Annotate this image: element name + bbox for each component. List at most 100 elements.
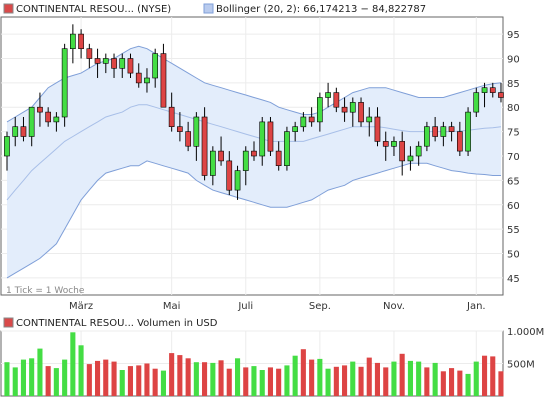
volume-bar [235, 358, 241, 396]
candle-body [4, 136, 10, 157]
y-tick-label: 85 [507, 79, 520, 90]
volume-bar [136, 365, 142, 396]
candle-body [86, 48, 93, 59]
volume-bar [45, 366, 51, 396]
volume-legend-swatch [3, 317, 14, 328]
tick-note: 1 Tick = 1 Woche [6, 286, 85, 296]
volume-bar [490, 356, 496, 396]
candle-body [498, 92, 504, 98]
candle-body [251, 150, 257, 157]
volume-bar [333, 366, 339, 397]
volume-bar [4, 362, 10, 396]
candle-body [193, 116, 200, 147]
volume-bar [284, 365, 290, 396]
candle-body [448, 126, 455, 132]
y-tick-label: 60 [507, 201, 520, 212]
candle-body [218, 150, 224, 162]
volume-bar [473, 361, 479, 396]
volume-bar [432, 362, 438, 396]
volume-bar [37, 348, 43, 396]
candle-body [456, 131, 463, 152]
volume-bar [127, 366, 133, 396]
volume-bar [342, 365, 348, 396]
volume-bar [407, 360, 413, 396]
candle-body [275, 150, 282, 167]
y-tick-label: 45 [507, 274, 520, 285]
x-tick-label: Jan. [466, 301, 486, 312]
candle-body [259, 121, 266, 157]
candle-body [284, 131, 290, 167]
candle-body [292, 126, 299, 132]
volume-bar [383, 367, 389, 396]
volume-bar [29, 358, 35, 396]
volume-bar [440, 371, 446, 396]
x-tick-label: Nov. [383, 301, 405, 312]
volume-bar [416, 361, 422, 396]
y-tick-label: 95 [507, 30, 520, 41]
volume-bar [20, 359, 26, 396]
volume-bar [152, 368, 158, 396]
volume-bar [177, 355, 183, 396]
candle-body [226, 160, 233, 191]
volume-bar [86, 364, 92, 396]
candle-body [333, 92, 340, 108]
candle-body [325, 92, 331, 98]
volume-bar [53, 368, 59, 396]
volume-bar [358, 366, 364, 397]
candle-body [234, 170, 241, 191]
volume-bar [374, 362, 380, 396]
volume-bar [243, 367, 249, 396]
volume-bar [399, 353, 405, 397]
candle-body [119, 58, 126, 69]
candle-body [415, 145, 422, 157]
candle-body [440, 126, 447, 137]
candle-body [423, 126, 430, 147]
volume-bar [218, 360, 224, 397]
candle-body [358, 102, 364, 123]
candle-body [144, 77, 150, 84]
volume-bar [226, 368, 232, 396]
y-tick-label: 75 [507, 128, 520, 139]
x-tick-label: März [69, 301, 93, 312]
volume-bar [210, 362, 216, 396]
volume-bar [12, 367, 18, 396]
bollinger-legend-label: Bollinger (20, 2): 66,174213 − 84,822787 [216, 4, 426, 15]
volume-bar [457, 370, 463, 396]
y-tick-label: 80 [507, 103, 520, 114]
volume-bar [111, 361, 117, 396]
candle-body [111, 58, 117, 69]
volume-bar [95, 360, 101, 396]
candle-body [53, 116, 60, 123]
volume-bar [350, 361, 356, 396]
y-tick-label: 65 [507, 176, 520, 187]
volume-bar [449, 368, 455, 396]
volume-bar [78, 345, 84, 396]
volume-bar [160, 370, 166, 396]
volume-bar [119, 370, 125, 396]
candle-body [168, 106, 175, 127]
candle-body [465, 111, 471, 152]
x-tick-label: Sep. [309, 301, 331, 312]
candle-body [135, 72, 142, 84]
candle-body [12, 126, 19, 137]
candle-body [316, 97, 323, 123]
volume-bar [391, 361, 397, 396]
volume-bar [366, 357, 372, 396]
candle-body [300, 116, 307, 128]
candle-body [61, 48, 68, 118]
volume-bar [62, 359, 68, 396]
candle-body [78, 33, 84, 49]
volume-bar [317, 358, 323, 396]
candle-body [407, 155, 414, 162]
candle-body [267, 121, 274, 152]
volume-bar [424, 367, 430, 396]
y-tick-label: 90 [507, 54, 520, 65]
volume-bar [325, 368, 331, 396]
candle-body [366, 116, 373, 123]
y-tick-label: 70 [507, 152, 520, 163]
candle-body [201, 116, 208, 176]
candle-body [382, 141, 389, 147]
volume-title: CONTINENTAL RESOU... Volumen in USD [16, 318, 218, 329]
candle-body [20, 126, 27, 137]
